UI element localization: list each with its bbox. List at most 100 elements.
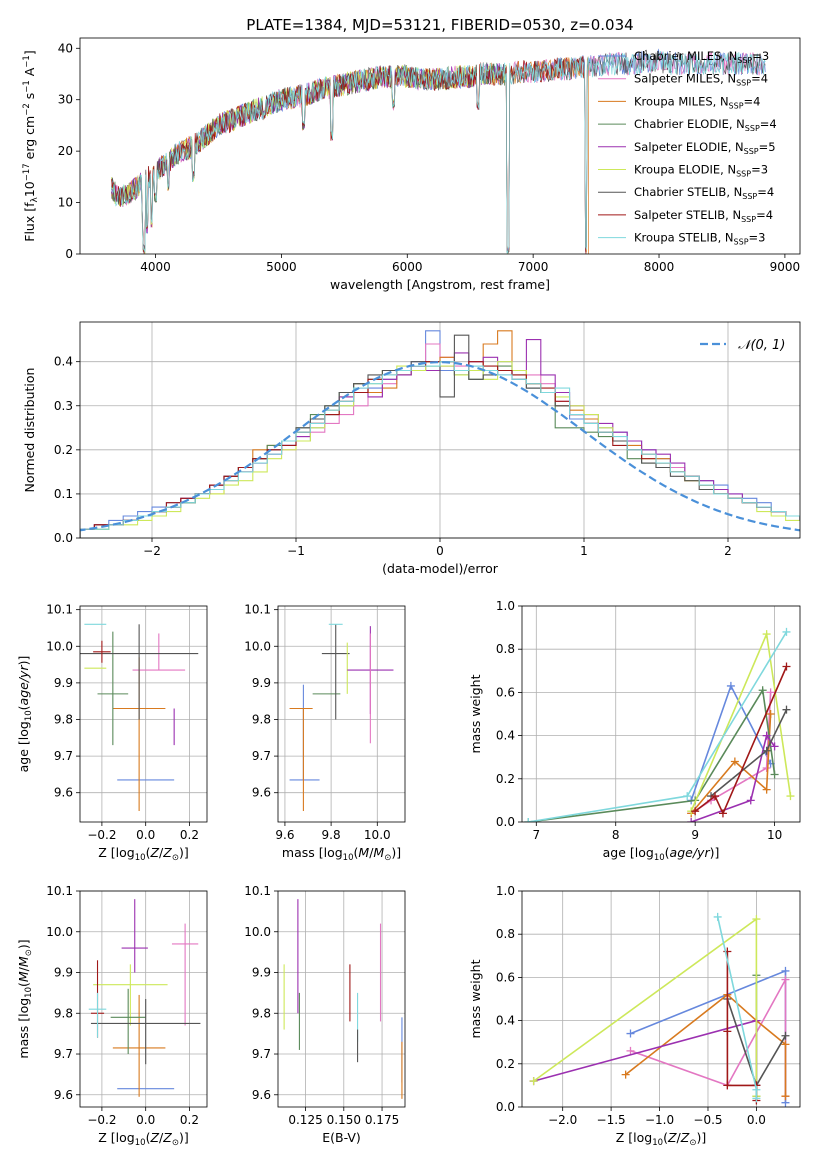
x-tick-label: 8000 xyxy=(644,260,675,274)
x-tick-label: 0.150 xyxy=(327,1113,361,1127)
point-marker xyxy=(726,681,735,690)
legend-name: Salpeter STELIB, N xyxy=(634,208,741,222)
axes-frame xyxy=(79,321,801,539)
legend-entry: Chabrier ELODIE, NSSP=4 xyxy=(634,117,777,133)
x-tick-label: −0.2 xyxy=(87,1113,116,1127)
y-tick-label: 0.0 xyxy=(496,1100,515,1114)
x-tick-label: 0 xyxy=(436,544,444,558)
y-tick-label: 9.7 xyxy=(54,749,73,763)
point-marker xyxy=(626,1046,635,1055)
y-tick-label: 40 xyxy=(58,41,73,55)
y-tick-label: 0.8 xyxy=(496,927,515,941)
label-part: Z xyxy=(667,1130,677,1145)
x-axis-label: Z [log10(Z/Z⊙)] xyxy=(98,845,188,863)
y-tick-label: 10 xyxy=(58,196,73,210)
series-line xyxy=(528,631,788,822)
legend-subscript: SSP xyxy=(736,79,751,88)
series-line xyxy=(690,713,772,814)
label-part: −1 xyxy=(22,55,32,68)
point-marker xyxy=(781,966,790,975)
y-tick-label: 10.0 xyxy=(46,925,73,939)
legend-entry: Kroupa MILES, NSSP=4 xyxy=(634,94,760,110)
label-part: ⊙ xyxy=(172,1138,179,1148)
y-tick-label: 9.8 xyxy=(252,1006,271,1020)
point-marker xyxy=(762,731,771,740)
point-marker xyxy=(621,1070,630,1079)
y-tick-label: 9.7 xyxy=(252,1047,271,1061)
axes-frame xyxy=(521,890,801,1108)
y-tick-label: 9.6 xyxy=(54,786,73,800)
x-tick-label: 10.0 xyxy=(364,828,391,842)
label-part: )] xyxy=(179,845,189,860)
y-tick-label: 0.2 xyxy=(496,772,515,786)
legend-subscript: SSP xyxy=(744,147,759,156)
plot-area xyxy=(289,623,394,812)
y-tick-label: 9.6 xyxy=(252,786,271,800)
point-marker xyxy=(766,710,775,718)
y-tick-label: 0.8 xyxy=(496,642,515,656)
point-marker xyxy=(746,796,755,805)
point-marker xyxy=(766,688,775,697)
legend-count: =3 xyxy=(751,163,768,177)
label-part: mass [log xyxy=(282,845,343,860)
y-tick-label: 0.4 xyxy=(496,729,515,743)
legend-count: =4 xyxy=(751,72,768,86)
x-tick-label: 1 xyxy=(580,544,588,558)
y-tick-label: 10.1 xyxy=(46,884,73,898)
y-tick-label: 0.1 xyxy=(54,487,73,501)
point-marker xyxy=(781,1040,790,1049)
histogram-step xyxy=(80,339,800,538)
label-part: )] xyxy=(16,939,31,949)
legend-entry: Chabrier MILES, NSSP=3 xyxy=(634,49,769,65)
legend-subscript: SSP xyxy=(734,238,749,247)
label-part: ⊙ xyxy=(689,1138,696,1148)
y-axis-label: Flux [fλ10−17 erg cm−2 s−1 A−1] xyxy=(22,50,40,241)
label-part: 10 xyxy=(135,1138,146,1148)
legend-count: =4 xyxy=(757,185,774,199)
x-tick-label: 0.2 xyxy=(180,1113,199,1127)
y-tick-label: 0 xyxy=(65,247,73,261)
histogram-step xyxy=(80,343,800,538)
x-tick-label: −0.2 xyxy=(87,828,116,842)
point-marker xyxy=(786,792,795,801)
x-tick-label: 7000 xyxy=(518,260,549,274)
point-marker xyxy=(723,1081,732,1090)
point-marker xyxy=(687,818,696,822)
label-part: mass weight xyxy=(468,674,483,753)
y-tick-label: 10.0 xyxy=(46,639,73,653)
plot-area xyxy=(88,899,201,1097)
plot-area xyxy=(283,899,403,1099)
gaussian-curve xyxy=(80,360,800,532)
point-marker xyxy=(752,1085,761,1094)
legend-name: Chabrier STELIB, N xyxy=(634,185,742,199)
point-marker xyxy=(782,705,791,714)
panel-mass-vs-ebv: 0.125 0.150 0.175 9.6 9.7 9.8 9.9 10.0 10.1 E(B-V… xyxy=(244,884,406,1145)
point-marker xyxy=(762,630,771,639)
point-marker xyxy=(683,792,692,801)
x-tick-label: 7 xyxy=(532,828,540,842)
x-tick-label: 6000 xyxy=(392,260,423,274)
legend-name: Salpeter MILES, N xyxy=(634,72,736,86)
y-tick-label: 9.9 xyxy=(252,966,271,980)
y-tick-label: 9.9 xyxy=(252,676,271,690)
y-tick-label: 0.6 xyxy=(496,685,515,699)
axes-frame xyxy=(79,605,208,823)
x-tick-label: 0.0 xyxy=(136,1113,155,1127)
x-tick-label: 9 xyxy=(691,828,699,842)
label-part: s xyxy=(22,93,37,104)
legend-entry: Salpeter STELIB, NSSP=4 xyxy=(634,208,773,224)
panels: 4000 5000 6000 7000 8000 9000010203040Chabrie… xyxy=(16,37,801,1148)
point-marker xyxy=(723,1027,732,1036)
label-part: ( xyxy=(16,705,31,710)
x-axis-label: wavelength [Angstrom, rest frame] xyxy=(330,277,550,292)
label-part: Normed distribution xyxy=(22,368,37,493)
y-tick-label: 20 xyxy=(58,144,73,158)
label-part: age [log xyxy=(603,845,654,860)
legend-entry: Kroupa STELIB, NSSP=3 xyxy=(634,231,765,247)
label-part: 10 xyxy=(22,181,37,197)
x-tick-label: 0.125 xyxy=(288,1113,322,1127)
label-part: A xyxy=(22,67,37,80)
label-part: 10 xyxy=(135,853,146,863)
x-tick-label: 2 xyxy=(724,544,732,558)
